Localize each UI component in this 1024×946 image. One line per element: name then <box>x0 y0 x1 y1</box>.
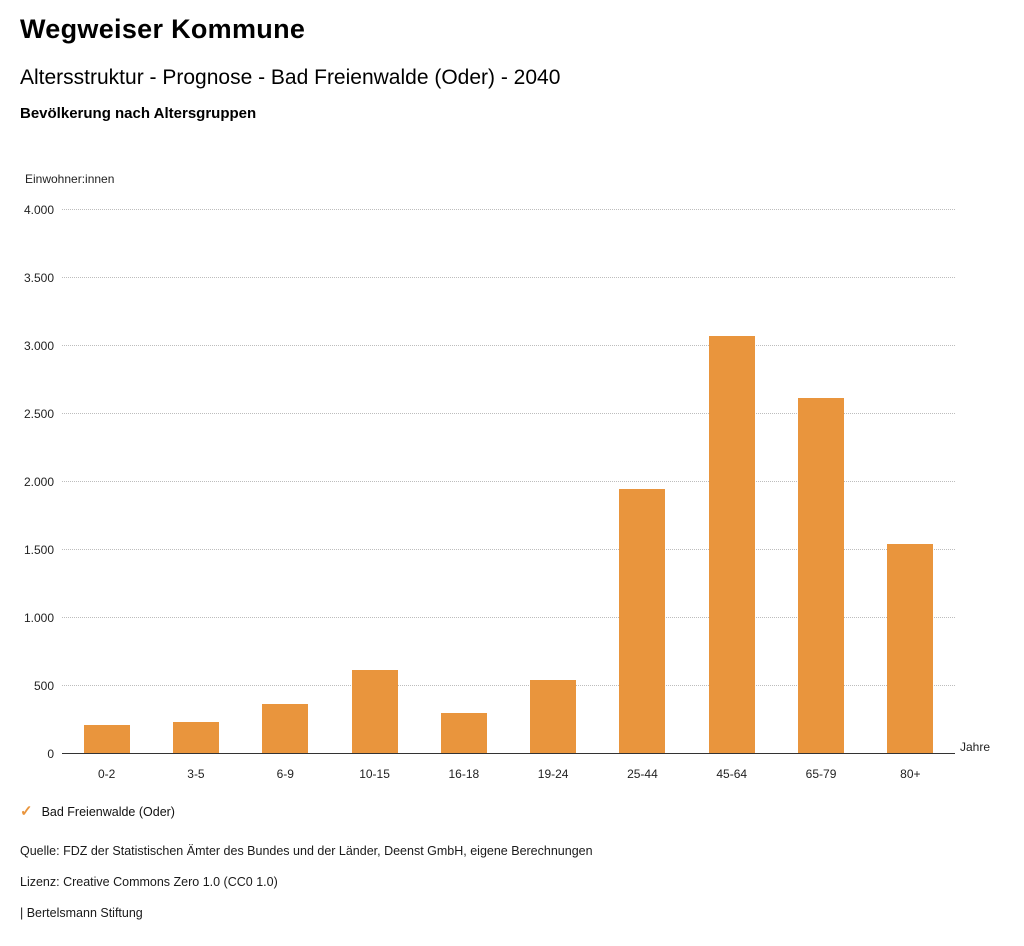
x-axis-line <box>62 753 955 754</box>
y-tick-label: 3.500 <box>23 271 54 285</box>
bar-25-44[interactable] <box>619 489 666 754</box>
bar-6-9[interactable] <box>262 704 309 754</box>
gridline <box>62 549 955 550</box>
y-tick-label: 3.000 <box>23 339 54 353</box>
bar-column: 16-18 <box>419 210 508 781</box>
bar-19-24[interactable] <box>530 679 577 754</box>
y-tick-label: 4.000 <box>23 203 54 217</box>
x-tick-label: 45-64 <box>716 767 748 781</box>
x-tick-label: 65-79 <box>805 767 837 781</box>
bar-column: 80+ <box>866 210 955 781</box>
gridline <box>62 209 955 210</box>
x-tick-label: 25-44 <box>627 767 658 781</box>
source-text: Quelle: FDZ der Statistischen Ämter des … <box>20 844 593 858</box>
y-tick-label: 1.500 <box>23 543 54 557</box>
x-tick-label: 16-18 <box>448 767 480 781</box>
license-text: Lizenz: Creative Commons Zero 1.0 (CC0 1… <box>20 875 278 889</box>
y-tick-label: 500 <box>33 679 54 693</box>
y-tick-label: 1.000 <box>23 611 54 625</box>
gridline <box>62 481 955 482</box>
bar-80+[interactable] <box>887 543 934 754</box>
gridline <box>62 277 955 278</box>
bars-container: 0-2 3-5 6-9 10-15 16-18 19-24 25-44 45-64 65-79 8… <box>62 210 955 781</box>
bar-column: 19-24 <box>508 210 597 781</box>
gridline <box>62 345 955 346</box>
bar-chart-plot-area: 0-2 3-5 6-9 10-15 16-18 19-24 25-44 45-64 65-79 8… <box>24 204 955 781</box>
attribution-text: | Bertelsmann Stiftung <box>20 906 143 920</box>
x-tick-label: 0-2 <box>97 767 116 781</box>
y-tick-label: 2.000 <box>23 475 54 489</box>
x-tick-label: 80+ <box>900 767 921 781</box>
bar-column: 3-5 <box>151 210 240 781</box>
bar-column: 0-2 <box>62 210 151 781</box>
y-tick-label: 2.500 <box>23 407 54 421</box>
page-title: Wegweiser Kommune <box>20 14 306 44</box>
gridline <box>62 685 955 686</box>
chart-subtitle: Altersstruktur - Prognose - Bad Freienwa… <box>20 66 561 89</box>
bar-column: 25-44 <box>598 210 687 781</box>
y-axis-title: Einwohner:innen <box>25 172 115 186</box>
bar-0-2[interactable] <box>83 724 130 754</box>
bar-column: 45-64 <box>687 210 776 781</box>
x-tick-label: 3-5 <box>187 767 205 781</box>
gridline <box>62 617 955 618</box>
bar-16-18[interactable] <box>440 712 487 754</box>
x-tick-label: 10-15 <box>359 767 390 781</box>
bar-65-79[interactable] <box>798 397 845 754</box>
legend-label: Bad Freienwalde (Oder) <box>41 804 175 819</box>
x-tick-label: 6-9 <box>276 767 294 781</box>
gridline <box>62 413 955 414</box>
bar-column: 10-15 <box>330 210 419 781</box>
legend-item[interactable]: ✓ Bad Freienwalde (Oder) <box>20 804 175 819</box>
x-axis-unit-label: Jahre <box>960 740 991 754</box>
bar-column: 65-79 <box>776 210 865 781</box>
y-tick-label: 0 <box>47 747 54 761</box>
x-tick-label: 19-24 <box>537 767 569 781</box>
bar-column: 6-9 <box>241 210 330 781</box>
bar-45-64[interactable] <box>708 336 755 754</box>
bar-3-5[interactable] <box>172 722 219 754</box>
chart-section-title: Bevölkerung nach Altersgruppen <box>20 105 257 122</box>
legend-check-icon: ✓ <box>20 803 33 820</box>
bar-10-15[interactable] <box>351 669 398 754</box>
